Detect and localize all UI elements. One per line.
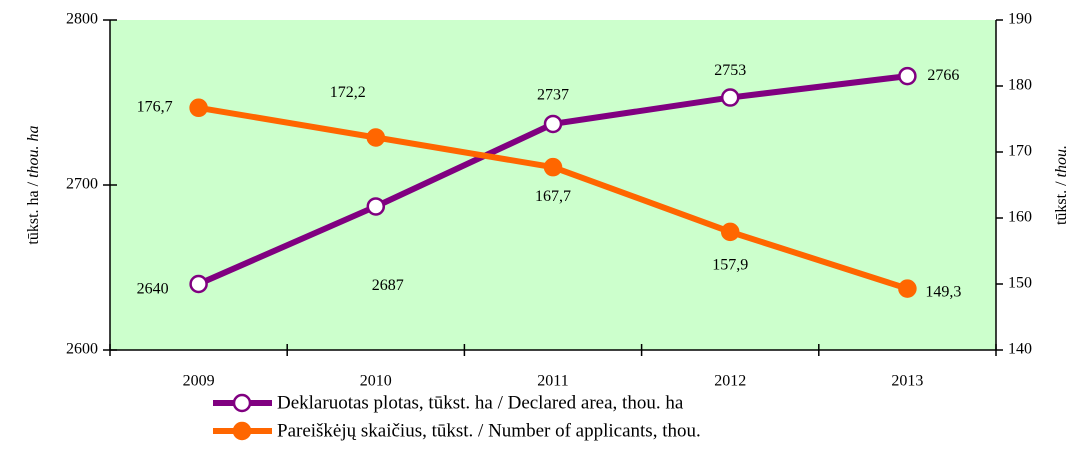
- point: [898, 279, 917, 298]
- y2-tick-label: 150: [1008, 275, 1032, 292]
- data-label: 149,3: [925, 283, 961, 300]
- y-axis-label: tūkst. ha / thou. ha: [25, 125, 42, 244]
- plot-area: [110, 20, 996, 350]
- point: [720, 222, 740, 242]
- data-label: 157,9: [712, 257, 748, 274]
- x-tick-label: 2012: [714, 373, 746, 390]
- y-label-part: thou. ha: [25, 125, 42, 177]
- point: [189, 98, 208, 118]
- data-label: 2737: [537, 87, 569, 104]
- y2-axis-label: tūkst. / thou.: [1053, 145, 1070, 225]
- legend-label: Pareiškėjų skaičius, tūkst. / Number of …: [277, 420, 701, 441]
- x-tick-label: 2009: [183, 373, 215, 390]
- data-label: 2766: [927, 67, 959, 84]
- point: [189, 274, 208, 294]
- legend-marker: [232, 421, 252, 441]
- data-label: 167,7: [535, 188, 571, 205]
- x-tick-label: 2011: [537, 373, 568, 390]
- point: [543, 157, 563, 177]
- y-tick-label: 2700: [66, 176, 98, 193]
- y-tick-label: 2800: [66, 11, 98, 28]
- x-tick-label: 2013: [891, 373, 923, 390]
- data-label: 2687: [372, 277, 404, 294]
- y2-tick-label: 180: [1008, 77, 1032, 94]
- y-tick-label: 2600: [66, 341, 98, 358]
- point: [720, 88, 740, 107]
- y2-tick-label: 190: [1008, 11, 1032, 28]
- point: [366, 197, 386, 216]
- y2-tick-label: 140: [1008, 341, 1032, 358]
- y2-label-part: tūkst. /: [1053, 177, 1070, 225]
- y-label-part: tūkst. ha /: [25, 178, 42, 245]
- point: [366, 128, 386, 147]
- x-tick-label: 2010: [360, 373, 392, 390]
- data-label: 172,2: [330, 84, 366, 101]
- point: [898, 66, 917, 86]
- point: [543, 114, 563, 134]
- data-label: 176,7: [137, 98, 173, 115]
- legend-marker: [232, 393, 252, 413]
- y2-label-part: thou.: [1053, 145, 1070, 177]
- legend-label: Deklaruotas plotas, tūkst. ha / Declared…: [277, 392, 684, 413]
- y2-tick-label: 160: [1008, 209, 1032, 226]
- y2-tick-label: 170: [1008, 143, 1032, 160]
- data-label: 2640: [137, 281, 169, 298]
- data-label: 2753: [714, 62, 746, 79]
